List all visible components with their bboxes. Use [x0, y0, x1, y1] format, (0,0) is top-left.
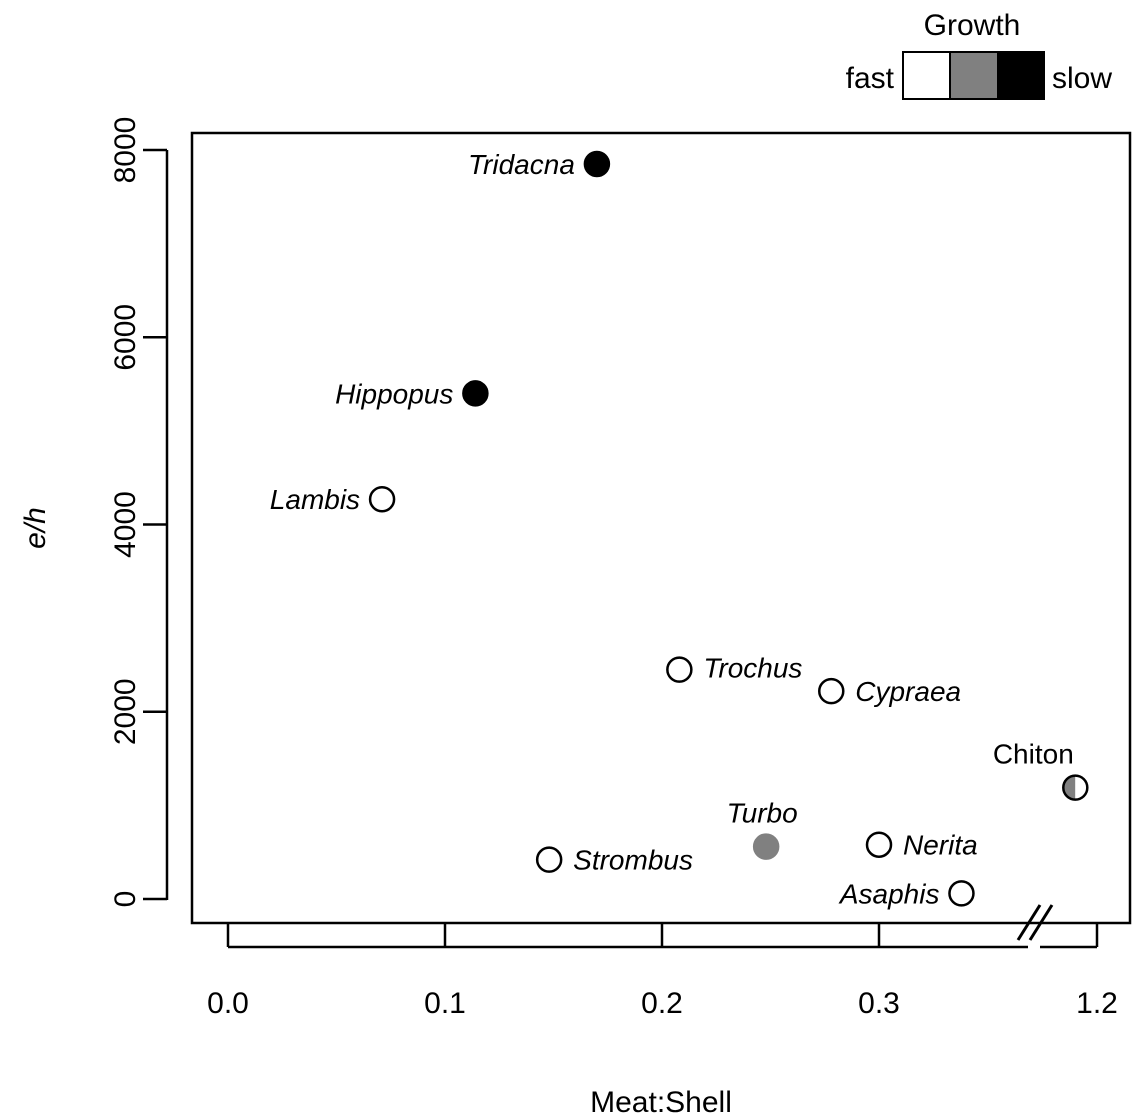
data-points: Tridacna Hippopus Lambis Trochus Cypraea Chit… [270, 149, 1089, 909]
y-tick-label: 4000 [109, 491, 142, 558]
point-label: Chiton [993, 739, 1074, 770]
point-marker [462, 380, 489, 407]
point-label: Nerita [903, 830, 978, 861]
point-marker [368, 485, 396, 513]
point-label: Asaphis [838, 878, 940, 909]
point-marker [666, 656, 693, 683]
legend: Growth fast slow [846, 9, 1112, 100]
x-tick-label: 0.0 [207, 987, 249, 1020]
x-tick-label: 0.1 [424, 987, 466, 1020]
point-lambis: Lambis [270, 484, 396, 515]
y-tick-label: 8000 [109, 117, 142, 184]
point-marker [948, 880, 975, 907]
y-tick-label: 2000 [109, 678, 142, 745]
point-trochus: Trochus [666, 653, 802, 684]
point-nerita: Nerita [865, 830, 978, 861]
y-tick-label: 0 [109, 891, 142, 908]
y-axis-ticks: 0 2000 4000 6000 8000 [109, 117, 167, 908]
point-tridacna: Tridacna [468, 149, 611, 180]
point-asaphis: Asaphis [838, 878, 975, 909]
y-axis-title: e/h [19, 507, 52, 549]
x-axis-title: Meat:Shell [590, 1086, 732, 1118]
point-label: Hippopus [335, 378, 453, 409]
legend-high-label: slow [1052, 62, 1112, 95]
point-hippopus: Hippopus [335, 378, 489, 409]
point-label: Tridacna [468, 149, 575, 180]
legend-low-label: fast [846, 62, 895, 95]
point-marker [583, 150, 611, 178]
point-marker [865, 831, 893, 858]
point-strombus: Strombus [535, 845, 693, 876]
point-label: Trochus [703, 653, 802, 684]
x-tick-label: 0.2 [641, 987, 683, 1020]
point-turbo: Turbo [727, 798, 798, 860]
legend-swatch-intermediate [950, 52, 997, 99]
point-label: Lambis [270, 484, 360, 515]
point-label: Strombus [573, 845, 693, 876]
point-marker [818, 677, 845, 705]
legend-swatch-slow [997, 52, 1044, 99]
point-label: Turbo [727, 798, 798, 829]
legend-swatch-fast [903, 52, 950, 99]
x-tick-label: 0.3 [858, 987, 900, 1020]
plot-area-frame [190, 131, 1132, 925]
legend-frame [902, 51, 1045, 100]
point-chiton: Chiton [993, 739, 1089, 801]
x-axis-ticks: 0.0 0.1 0.2 0.3 1.2 [207, 923, 1118, 1020]
x-axis-break-marker [1016, 904, 1054, 941]
point-marker [535, 846, 563, 873]
y-tick-label: 6000 [109, 304, 142, 371]
point-marker [1062, 774, 1089, 801]
x-tick-label: 1.2 [1076, 987, 1118, 1020]
point-marker [752, 833, 780, 860]
point-cypraea: Cypraea [818, 676, 961, 707]
legend-title: Growth [924, 9, 1021, 42]
point-label: Cypraea [855, 676, 961, 707]
